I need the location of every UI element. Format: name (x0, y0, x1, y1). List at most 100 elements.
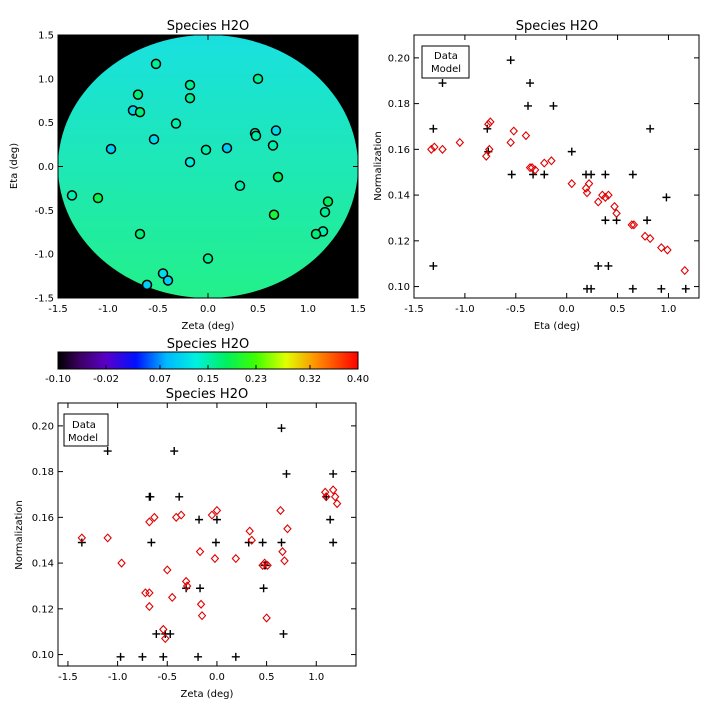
map-markers (66, 58, 334, 291)
zeta-x-tick-label: -1.5 (58, 672, 78, 683)
zeta-data-point (194, 652, 203, 661)
zeta-model-point (231, 553, 241, 564)
zeta-model-point (320, 487, 330, 497)
zeta-model-point (207, 510, 217, 520)
eta-model-point (612, 208, 621, 218)
zeta-model-point (276, 505, 285, 516)
eta-y-ticks: 0.10 0.12 0.14 0.16 0.18 0.20 (388, 53, 699, 293)
zeta-model-point (181, 576, 191, 586)
eta-model-point (525, 163, 535, 173)
zeta-model-point (197, 611, 207, 621)
zeta-data-point (152, 629, 161, 638)
map-y-tick-label: -1.5 (34, 294, 54, 305)
zeta-model-point (332, 499, 342, 509)
eta-model-point (506, 137, 515, 148)
map-x-tick-label: 1.5 (350, 304, 366, 315)
eta-model-point (486, 117, 495, 127)
eta-model-point (663, 245, 672, 255)
map-y-tick-label: -0.5 (34, 206, 54, 217)
zeta-model-point (77, 533, 87, 543)
zeta-y-tick-label: 0.18 (32, 467, 54, 478)
colorbar-tick-label: 0.15 (197, 374, 219, 385)
zeta-model-point (262, 613, 271, 623)
zeta-model-point (247, 535, 256, 545)
zeta-model-point (167, 592, 177, 603)
eta-plot-frame (413, 34, 700, 299)
eta-legend-box (421, 45, 470, 79)
zeta-data-point (282, 469, 291, 478)
zeta-data-point (170, 447, 179, 456)
map-data-point (157, 268, 169, 279)
zeta-model-point (278, 547, 287, 557)
map-data-point (170, 118, 182, 129)
eta-data-point (567, 147, 576, 156)
map-data-point (134, 106, 146, 118)
zeta-title: Species H2O (166, 387, 248, 402)
eta-x-ticks: -1.5 -1.0 -0.5 0.0 0.5 1.0 (404, 35, 676, 315)
eta-data-point (681, 284, 690, 293)
zeta-y-tick-label: 0.12 (32, 604, 54, 615)
zeta-y-tick-label: 0.10 (32, 650, 54, 661)
map-data-point (105, 143, 117, 155)
zeta-model-point (212, 505, 222, 516)
zeta-data-point (258, 538, 267, 547)
eta-x-tick-label: -0.5 (506, 304, 526, 315)
eta-y-tick-label: 0.18 (388, 99, 410, 110)
zeta-model-point (117, 558, 126, 568)
zeta-data-point (326, 515, 335, 524)
eta-y-tick-label: 0.12 (388, 236, 410, 247)
eta-title: Species H2O (516, 19, 598, 34)
zeta-data-point (329, 469, 338, 478)
map-data-point (66, 190, 78, 201)
zeta-model-point (210, 553, 220, 564)
zeta-data-point (195, 515, 204, 524)
map-data-point (92, 192, 104, 204)
map-data-point (200, 144, 212, 156)
zeta-y-tick-label: 0.20 (32, 421, 54, 432)
zeta-model-point (245, 526, 254, 536)
eta-model-point (645, 233, 655, 244)
eta-legend-model: Model (431, 64, 461, 75)
zeta-data-point (138, 652, 147, 661)
eta-data-point (587, 170, 596, 179)
zeta-y-ticks: 0.10 0.12 0.14 0.16 0.18 0.20 (32, 421, 356, 661)
eta-data-point (526, 79, 535, 88)
eta-model-point (530, 165, 540, 175)
eta-model-point (540, 158, 549, 168)
zeta-model-point (330, 492, 340, 502)
eta-data-point (646, 124, 655, 133)
zeta-model-point (328, 485, 338, 495)
zeta-data-point (322, 492, 331, 501)
colorbar-tick-label: 0.40 (347, 374, 369, 385)
zeta-legend: Data Model (63, 413, 109, 447)
zeta-data-point (277, 538, 286, 547)
zeta-model-point (145, 588, 154, 598)
eta-panel: Species H2O -1.5 -1.0 -0.5 0.0 0.5 1.0 0.100.… (373, 19, 700, 332)
eta-data-series (429, 56, 690, 293)
eta-data-point (662, 193, 671, 202)
zeta-model-point (159, 624, 168, 635)
map-data-point (250, 130, 262, 142)
eta-data-point (643, 216, 652, 225)
map-data-point (150, 58, 162, 70)
eta-x-tick-label: -1.5 (404, 304, 424, 315)
zeta-model-point (280, 556, 289, 566)
map-x-axis-label: Zeta (deg) (182, 321, 235, 332)
zeta-legend-box (63, 413, 109, 447)
eta-model-point (610, 201, 619, 212)
map-x-tick-label: -1.5 (48, 304, 68, 315)
eta-model-point (582, 188, 592, 198)
eta-x-tick-label: 0.0 (559, 304, 575, 315)
eta-data-point (628, 284, 637, 293)
eta-data-point (601, 216, 610, 225)
zeta-x-tick-label: -1.0 (108, 672, 128, 683)
map-x-tick-label: -0.5 (148, 304, 168, 315)
eta-model-point (484, 119, 493, 129)
zeta-x-tick-label: 0.0 (209, 672, 225, 683)
map-y-axis-label: Eta (deg) (9, 143, 20, 189)
eta-model-point (627, 220, 637, 230)
eta-model-point (430, 142, 439, 152)
eta-data-point (657, 284, 666, 293)
eta-model-point (604, 190, 613, 200)
zeta-data-point (231, 652, 240, 661)
